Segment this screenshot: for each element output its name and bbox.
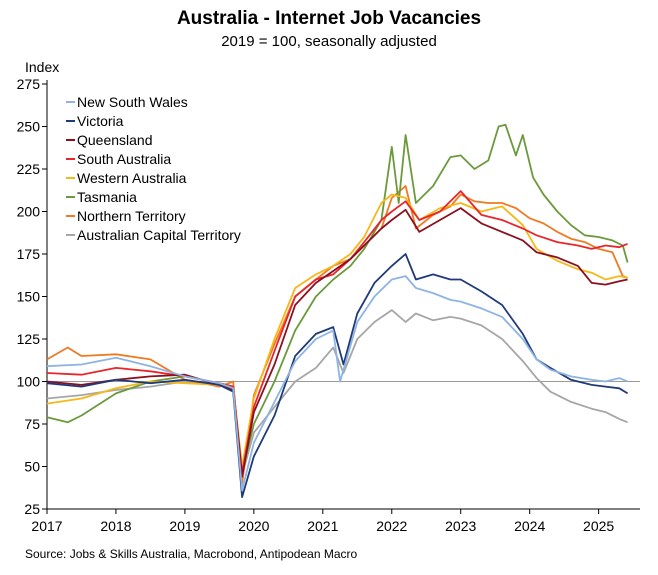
series-line: [46, 253, 629, 499]
chart-title: Australia - Internet Job Vacancies: [176, 8, 482, 29]
chart-subtitle: 2019 = 100, seasonally adjusted: [221, 33, 437, 50]
x-tick-label: 2024: [514, 518, 545, 534]
x-tick-label: 2017: [31, 518, 62, 534]
y-tick-label: 75: [24, 416, 40, 432]
y-tick-label: 125: [17, 331, 41, 347]
series-line: [46, 275, 628, 492]
legend-label: Northern Territory: [77, 208, 186, 224]
y-tick-label: 25: [24, 501, 40, 517]
x-tick-label: 2025: [583, 518, 614, 534]
x-tick-label: 2018: [100, 518, 131, 534]
y-tick-label: 50: [24, 459, 40, 475]
y-tick-label: 225: [17, 161, 41, 177]
x-tick-label: 2021: [307, 518, 338, 534]
legend-label: Queensland: [77, 132, 153, 148]
y-tick-label: 175: [17, 246, 41, 262]
y-tick-label: 150: [17, 289, 41, 305]
y-axis-label: Index: [25, 59, 60, 75]
x-tick-label: 2019: [169, 518, 200, 534]
series-line: [46, 309, 628, 476]
legend-label: Victoria: [77, 113, 124, 129]
x-tick-label: 2020: [238, 518, 269, 534]
y-tick-label: 275: [17, 76, 41, 92]
legend-label: Western Australia: [77, 170, 187, 186]
source-note: Source: Jobs & Skills Australia, Macrobo…: [25, 547, 358, 561]
legend-label: Australian Capital Territory: [77, 227, 241, 243]
x-tick-label: 2022: [376, 518, 407, 534]
legend-label: South Australia: [77, 151, 171, 167]
legend-label: New South Wales: [77, 94, 188, 110]
y-tick-label: 250: [17, 119, 41, 135]
y-tick-label: 200: [17, 204, 41, 220]
x-tick-label: 2023: [445, 518, 476, 534]
legend-label: Tasmania: [77, 189, 137, 205]
y-tick-label: 100: [17, 374, 41, 390]
